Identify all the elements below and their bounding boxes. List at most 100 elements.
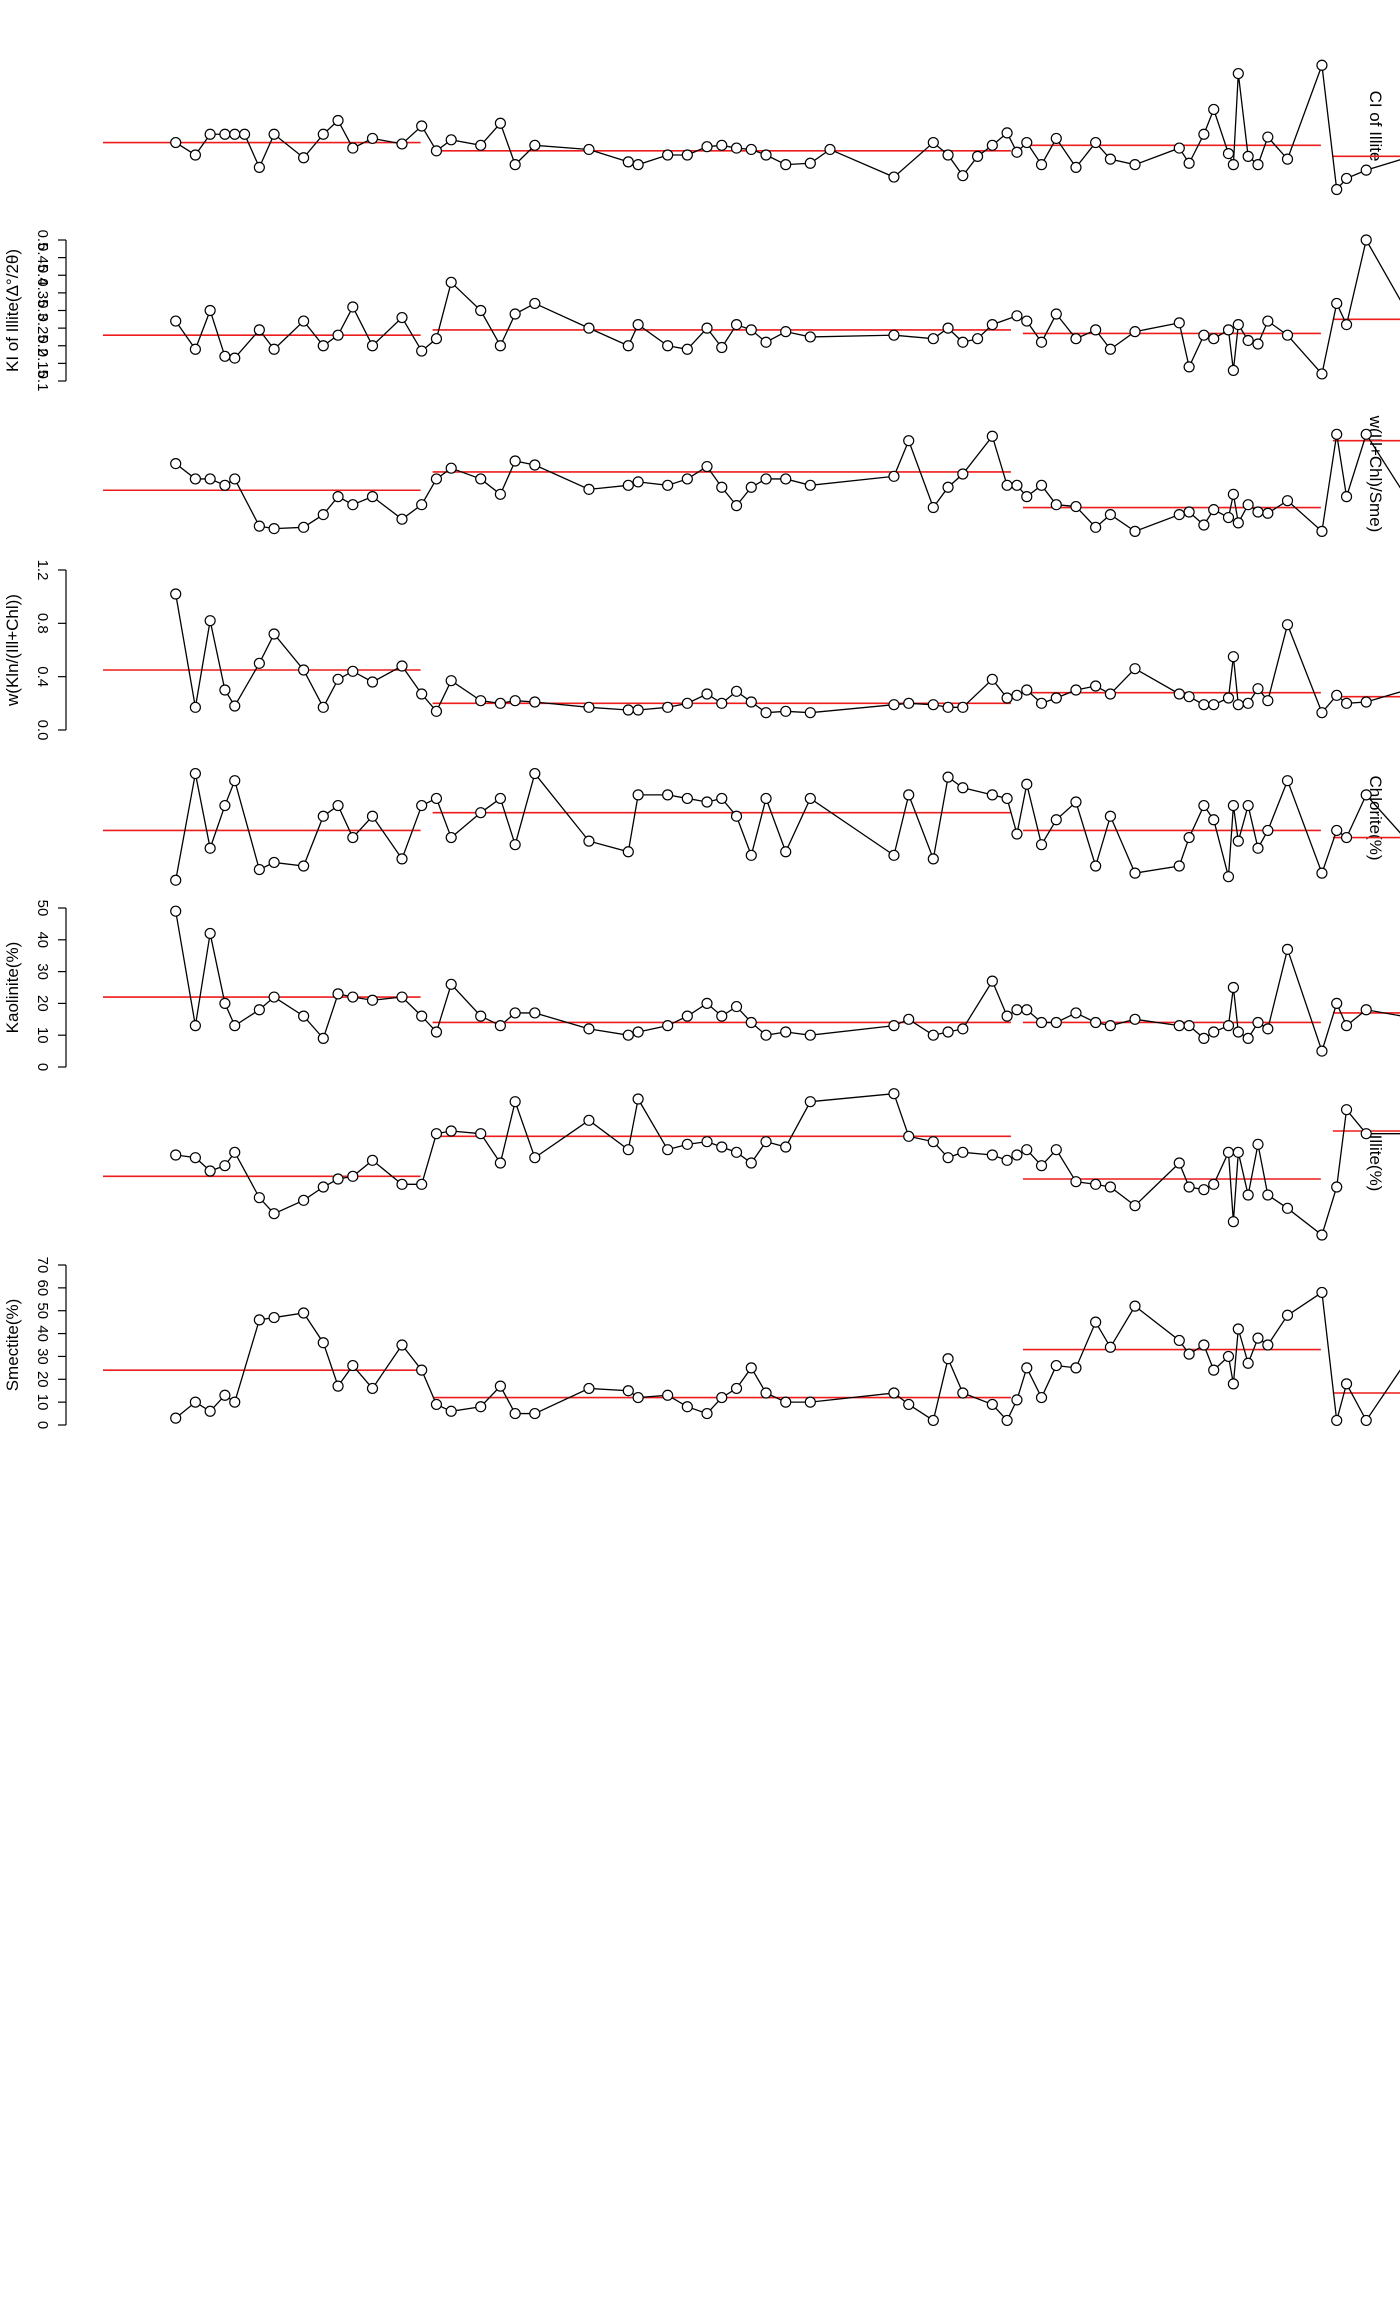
data-point [1262, 1339, 1274, 1351]
data-point [1262, 131, 1274, 143]
data-point [366, 1382, 379, 1395]
data-point [204, 927, 216, 940]
data-point [430, 1026, 443, 1038]
data-point [494, 117, 506, 129]
data-point [170, 1412, 182, 1424]
data-point [1173, 317, 1185, 329]
data-point [253, 1314, 265, 1326]
data-point [529, 139, 541, 151]
data-point [268, 1311, 280, 1324]
data-point [681, 473, 693, 485]
data-point [681, 343, 693, 355]
data-point [366, 810, 379, 822]
data-point [804, 1396, 816, 1408]
data-point [701, 688, 713, 700]
data-point [780, 326, 792, 338]
data-point [1360, 1414, 1372, 1427]
data-point [701, 796, 713, 808]
data-point [1227, 159, 1239, 171]
data-point [347, 1359, 359, 1372]
data-point [509, 159, 521, 171]
data-point [1035, 839, 1048, 851]
data-point [1360, 789, 1372, 801]
data-point [701, 141, 713, 153]
data-point [1011, 479, 1023, 491]
data-point [760, 473, 772, 485]
data-point [1340, 1378, 1353, 1390]
data-point [888, 849, 900, 861]
data-point [927, 699, 939, 711]
data-point [430, 792, 443, 805]
data-point [529, 1152, 541, 1164]
data-point [366, 676, 379, 688]
data-point [509, 839, 521, 851]
data-point [170, 1149, 182, 1161]
data-point [888, 470, 900, 482]
data-point [204, 473, 216, 485]
data-point [986, 975, 998, 987]
data-point [396, 660, 408, 672]
data-point [1050, 1016, 1062, 1029]
data-point [1001, 127, 1013, 139]
series-line [175, 238, 1400, 376]
data-point [1242, 1189, 1254, 1201]
data-point [475, 304, 487, 317]
value-tick-label: 0.5 [34, 230, 51, 251]
data-point [971, 333, 984, 345]
data-point [170, 905, 182, 917]
data-point [347, 831, 359, 844]
data-point [662, 340, 674, 352]
data-point [1011, 689, 1023, 701]
data-point [583, 143, 595, 156]
data-point [1222, 1146, 1235, 1158]
data-point [1262, 1189, 1274, 1201]
data-point [416, 799, 428, 812]
data-point [298, 860, 310, 872]
data-point [1360, 164, 1372, 176]
data-point [1340, 491, 1353, 503]
data-point [701, 997, 713, 1010]
data-point [1198, 1339, 1210, 1351]
value-tick-label: 70 [34, 1257, 51, 1274]
data-point [1050, 499, 1062, 511]
data-point [1208, 1178, 1220, 1190]
data-point [332, 799, 344, 812]
value-axis-title: Smectite(%) [3, 1299, 22, 1392]
data-point [509, 1407, 521, 1420]
data-point [1227, 364, 1239, 377]
data-point [445, 134, 457, 146]
data-point [804, 1096, 816, 1108]
data-point [1173, 142, 1185, 154]
data-point [204, 1165, 216, 1177]
panel-5: 051015202530354045Chlorite(%) [103, 767, 1400, 886]
data-point [1129, 1200, 1141, 1212]
data-point [475, 1401, 487, 1413]
value-tick-label: 10 [34, 1027, 51, 1044]
data-point [1183, 157, 1195, 169]
data-point [204, 304, 216, 317]
data-point [1331, 297, 1343, 310]
data-point [681, 1401, 693, 1413]
value-tick-label: 40 [34, 1325, 51, 1342]
data-point [662, 1020, 674, 1032]
data-point [1262, 315, 1274, 327]
data-point [1104, 1181, 1117, 1193]
data-point [1050, 692, 1062, 704]
data-point [957, 336, 969, 348]
data-point [1360, 428, 1372, 440]
data-point [529, 767, 541, 780]
data-point [509, 695, 521, 707]
series-line [175, 593, 1400, 714]
data-point [632, 1391, 644, 1404]
value-tick-label: 1.2 [34, 560, 51, 581]
data-point [347, 499, 359, 511]
data-point [716, 1010, 728, 1022]
data-point [1129, 1013, 1141, 1025]
data-point [1035, 1016, 1048, 1029]
data-point [745, 1157, 757, 1169]
data-point [1035, 1160, 1048, 1172]
data-point [730, 685, 743, 697]
series-line [175, 65, 1400, 191]
data-point [1232, 1323, 1244, 1335]
data-point [416, 688, 428, 700]
